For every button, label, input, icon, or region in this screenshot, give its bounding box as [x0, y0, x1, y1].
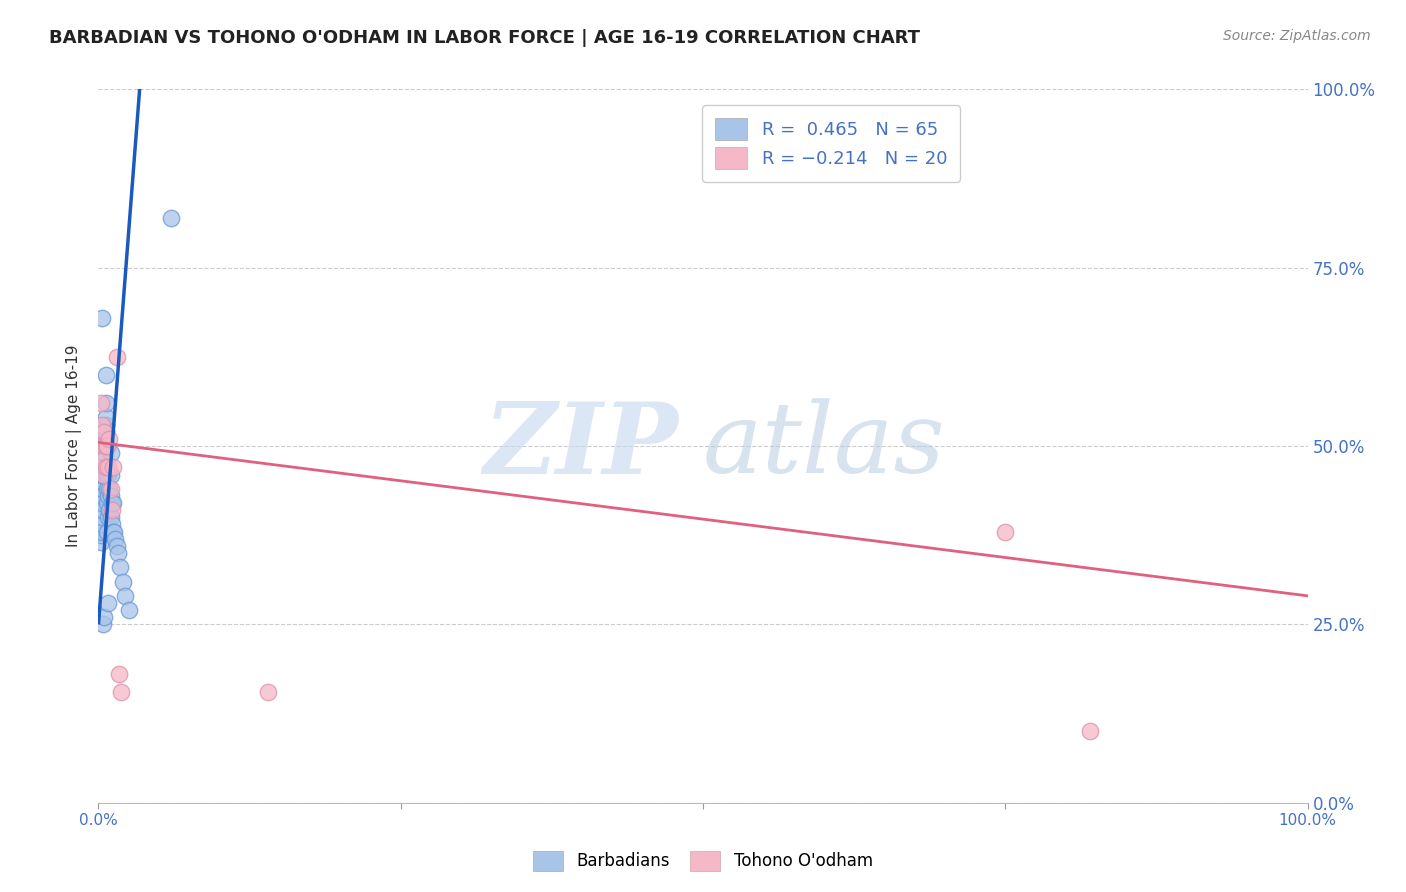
Point: [91, 453, 114, 467]
Point: [96, 524, 118, 539]
Y-axis label: In Labor Force | Age 16-19: In Labor Force | Age 16-19: [66, 344, 83, 548]
Point: [93, 432, 115, 446]
Point: [94, 425, 117, 439]
Point: [97, 460, 120, 475]
Point: [91, 460, 114, 475]
Text: BARBADIAN VS TOHONO O'ODHAM IN LABOR FORCE | AGE 16-19 CORRELATION CHART: BARBADIAN VS TOHONO O'ODHAM IN LABOR FOR…: [49, 29, 920, 46]
Point: [91, 467, 114, 482]
Point: [101, 524, 124, 539]
Text: ZIP: ZIP: [484, 398, 679, 494]
Point: [91, 524, 114, 539]
Point: [96, 439, 118, 453]
Point: [96, 467, 118, 482]
Point: [93, 425, 115, 439]
Point: [100, 496, 122, 510]
Point: [94, 460, 117, 475]
Legend: Barbadians, Tohono O'odham: Barbadians, Tohono O'odham: [524, 842, 882, 880]
Point: [111, 574, 134, 589]
Point: [98, 482, 121, 496]
Point: [101, 496, 124, 510]
Point: [100, 503, 122, 517]
Point: [107, 546, 129, 560]
Point: [93, 439, 115, 453]
Point: [97, 467, 120, 482]
Point: [91, 510, 114, 524]
Point: [93, 453, 115, 467]
Point: [110, 685, 132, 699]
Point: [96, 496, 118, 510]
Point: [97, 596, 120, 610]
Point: [91, 503, 114, 517]
Point: [90, 396, 112, 410]
Point: [91, 482, 114, 496]
Point: [93, 432, 115, 446]
Point: [94, 410, 117, 425]
Point: [100, 482, 122, 496]
Point: [91, 496, 114, 510]
Point: [93, 453, 115, 467]
Point: [91, 489, 114, 503]
Point: [93, 467, 115, 482]
Point: [100, 467, 122, 482]
Point: [93, 439, 115, 453]
Point: [90, 528, 112, 542]
Point: [256, 685, 278, 699]
Point: [108, 560, 131, 574]
Point: [97, 510, 120, 524]
Point: [94, 368, 117, 382]
Point: [91, 482, 114, 496]
Point: [97, 489, 120, 503]
Point: [104, 532, 127, 546]
Point: [90, 535, 112, 549]
Point: [114, 589, 136, 603]
Point: [98, 432, 121, 446]
Point: [101, 460, 124, 475]
Point: [100, 510, 122, 524]
Point: [93, 453, 115, 467]
Point: [94, 396, 117, 410]
Point: [160, 211, 183, 225]
Point: [91, 467, 114, 482]
Point: [105, 350, 128, 364]
Point: [91, 439, 114, 453]
Point: [94, 417, 117, 432]
Point: [100, 489, 122, 503]
Point: [93, 460, 115, 475]
Legend: R =  0.465   N = 65, R = −0.214   N = 20: R = 0.465 N = 65, R = −0.214 N = 20: [702, 105, 960, 182]
Point: [91, 475, 114, 489]
Point: [91, 517, 114, 532]
Point: [98, 503, 121, 517]
Point: [105, 539, 128, 553]
Point: [91, 475, 114, 489]
Point: [93, 610, 115, 624]
Point: [93, 446, 115, 460]
Point: [118, 603, 141, 617]
Point: [91, 489, 114, 503]
Point: [100, 446, 122, 460]
Point: [100, 517, 122, 532]
Point: [91, 417, 114, 432]
Point: [91, 617, 114, 632]
Point: [93, 425, 115, 439]
Point: [1078, 724, 1101, 739]
Point: [108, 667, 131, 681]
Point: [94, 439, 117, 453]
Point: [96, 482, 118, 496]
Text: atlas: atlas: [703, 399, 946, 493]
Text: Source: ZipAtlas.com: Source: ZipAtlas.com: [1223, 29, 1371, 43]
Point: [91, 467, 114, 482]
Point: [103, 524, 125, 539]
Point: [94, 425, 117, 439]
Point: [994, 524, 1017, 539]
Point: [93, 460, 115, 475]
Point: [91, 310, 114, 325]
Point: [96, 439, 118, 453]
